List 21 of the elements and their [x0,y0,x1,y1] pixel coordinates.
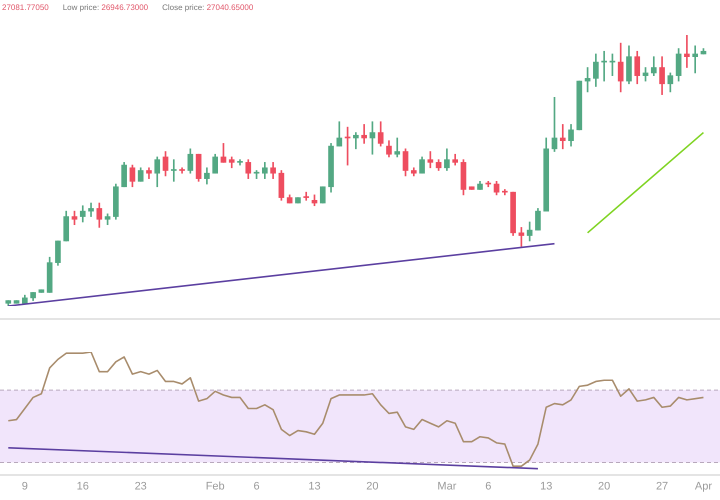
x-tick-label: 13 [540,480,552,492]
x-tick-label: 16 [76,480,89,492]
x-tick-label: 20 [366,480,379,492]
x-tick-label: Apr [694,480,712,492]
candlestick [552,97,558,152]
x-tick-label: 6 [485,480,492,492]
x-tick-label: 27 [656,480,668,492]
text: Low price: 26946.73000 [62,3,148,12]
candlestick [237,159,243,166]
text: 27081.77050 [2,3,49,12]
candlestick [642,67,648,82]
x-tick-label: 23 [134,480,147,492]
x-tick-label: 13 [308,480,321,492]
x-tick-label: 9 [22,480,28,492]
x-tick-label: Feb [206,480,225,492]
candlestick [88,202,94,217]
x-tick-label: Mar [437,480,457,492]
candlestick [254,170,260,179]
x-tick-label: 20 [598,480,610,492]
text: Close price: 27040.65000 [162,3,254,12]
x-tick-label: 6 [253,480,260,492]
